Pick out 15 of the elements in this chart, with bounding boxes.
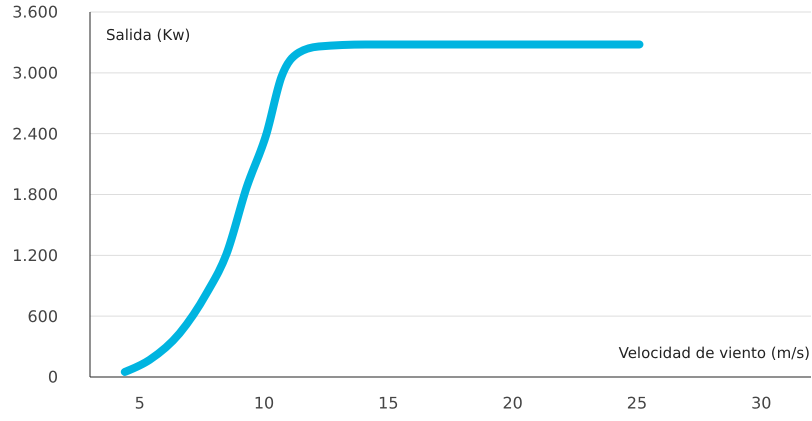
x-tick-label: 10 bbox=[254, 393, 274, 412]
y-tick-label: 3.600 bbox=[12, 2, 58, 22]
y-tick-label: 1.800 bbox=[12, 185, 58, 204]
x-tick-label: 25 bbox=[626, 393, 648, 412]
y-tick-label: 600 bbox=[27, 306, 58, 326]
y-tick-label: 1.200 bbox=[12, 246, 58, 266]
y-axis-title: Salida (Kw) bbox=[106, 26, 190, 44]
x-tick-label: 5 bbox=[134, 393, 145, 412]
x-tick-label: 30 bbox=[751, 393, 772, 412]
y-tick-label: 0 bbox=[48, 368, 58, 387]
y-tick-label: 2.400 bbox=[12, 124, 58, 144]
x-tick-label: 15 bbox=[378, 393, 399, 412]
y-tick-label: 3.000 bbox=[12, 64, 58, 83]
x-tick-label: 20 bbox=[502, 393, 523, 412]
x-axis-title: Velocidad de viento (m/s) bbox=[618, 344, 810, 362]
